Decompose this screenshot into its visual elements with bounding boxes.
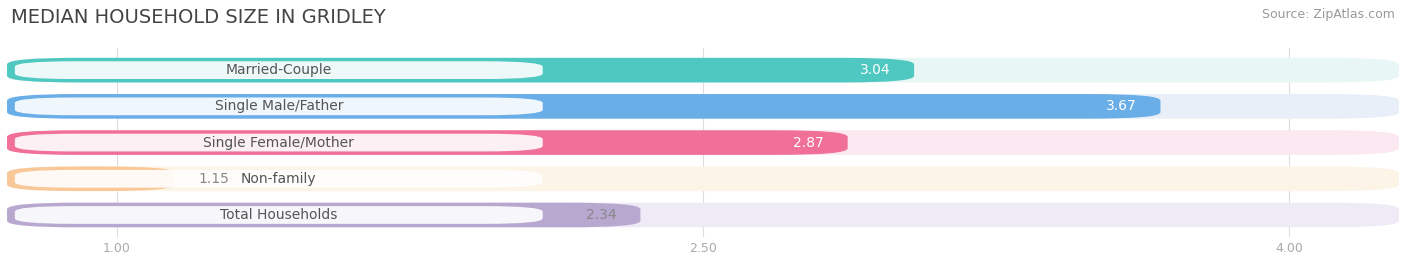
Text: Single Male/Father: Single Male/Father — [215, 99, 343, 113]
FancyBboxPatch shape — [7, 94, 1399, 119]
FancyBboxPatch shape — [15, 206, 543, 224]
Text: 3.67: 3.67 — [1107, 99, 1137, 113]
FancyBboxPatch shape — [15, 61, 543, 79]
Text: Single Female/Mother: Single Female/Mother — [204, 136, 354, 150]
Text: 2.87: 2.87 — [793, 136, 824, 150]
FancyBboxPatch shape — [7, 203, 641, 227]
FancyBboxPatch shape — [7, 58, 1399, 83]
Text: 1.15: 1.15 — [198, 172, 229, 186]
FancyBboxPatch shape — [15, 97, 543, 115]
FancyBboxPatch shape — [7, 94, 1160, 119]
Text: Source: ZipAtlas.com: Source: ZipAtlas.com — [1261, 8, 1395, 21]
FancyBboxPatch shape — [15, 170, 543, 188]
Text: 2.34: 2.34 — [586, 208, 617, 222]
Text: 3.04: 3.04 — [860, 63, 890, 77]
FancyBboxPatch shape — [7, 167, 1399, 191]
Text: Total Households: Total Households — [221, 208, 337, 222]
FancyBboxPatch shape — [7, 130, 848, 155]
Text: MEDIAN HOUSEHOLD SIZE IN GRIDLEY: MEDIAN HOUSEHOLD SIZE IN GRIDLEY — [11, 8, 387, 27]
FancyBboxPatch shape — [15, 134, 543, 151]
FancyBboxPatch shape — [7, 203, 1399, 227]
Text: Non-family: Non-family — [240, 172, 316, 186]
Text: Married-Couple: Married-Couple — [225, 63, 332, 77]
FancyBboxPatch shape — [7, 167, 176, 191]
FancyBboxPatch shape — [7, 130, 1399, 155]
FancyBboxPatch shape — [7, 58, 914, 83]
